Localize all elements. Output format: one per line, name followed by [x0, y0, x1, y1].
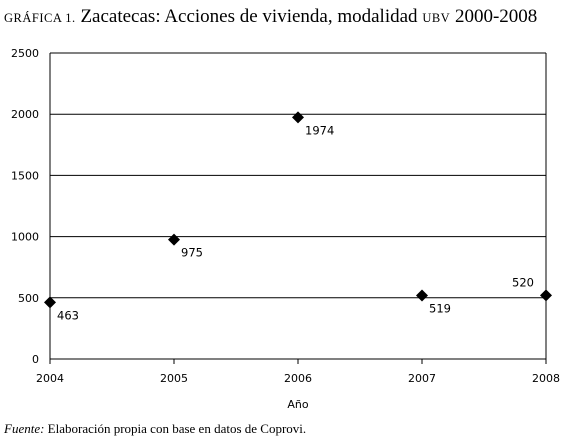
- x-tick-label: 2006: [284, 372, 312, 385]
- title-main: Zacatecas: Acciones de vivienda, modalid…: [80, 6, 418, 27]
- y-tick-label: 2500: [11, 47, 39, 60]
- x-tick-label: 2007: [408, 372, 436, 385]
- data-point-2008: [540, 289, 552, 302]
- x-axis-ticks: 2004 2005 2006 2007 2008: [36, 359, 560, 385]
- x-tick-label: 2008: [532, 372, 560, 385]
- axes: [49, 52, 547, 360]
- y-axis-ticks: 0 500 1000 1500 2000 2500: [11, 47, 39, 366]
- x-tick-label: 2004: [36, 372, 64, 385]
- data-label-2005: 975: [181, 246, 203, 260]
- data-label-2008: 520: [512, 275, 534, 289]
- title-years: 2000-2008: [454, 6, 538, 27]
- title-prefix: GRÁFICA 1.: [4, 11, 76, 25]
- data-label-2006: 1974: [305, 123, 334, 137]
- y-tick-label: 0: [32, 353, 39, 366]
- data-points: [44, 111, 552, 309]
- y-tick-label: 2000: [11, 108, 39, 121]
- y-tick-label: 1500: [11, 169, 39, 182]
- title-abbr: UBV: [422, 11, 451, 25]
- data-point-2007: [416, 289, 428, 302]
- data-point-2004: [44, 296, 56, 309]
- x-axis-label: Año: [287, 398, 308, 411]
- chart-title: GRÁFICA 1. Zacatecas: Acciones de vivien…: [4, 6, 537, 28]
- source-label: Fuente:: [4, 421, 45, 436]
- data-point-2006: [292, 111, 304, 124]
- data-label-2007: 519: [429, 301, 451, 315]
- data-labels: 463 975 1974 519 520: [57, 123, 534, 322]
- y-tick-label: 500: [18, 292, 39, 305]
- gridlines: [50, 52, 546, 299]
- y-tick-label: 1000: [11, 231, 39, 244]
- source-text: Elaboración propia con base en datos de …: [47, 421, 307, 436]
- data-point-2005: [168, 233, 180, 246]
- source-note: Fuente: Elaboración propia con base en d…: [4, 421, 306, 437]
- x-tick-label: 2005: [160, 372, 188, 385]
- data-label-2004: 463: [57, 308, 79, 322]
